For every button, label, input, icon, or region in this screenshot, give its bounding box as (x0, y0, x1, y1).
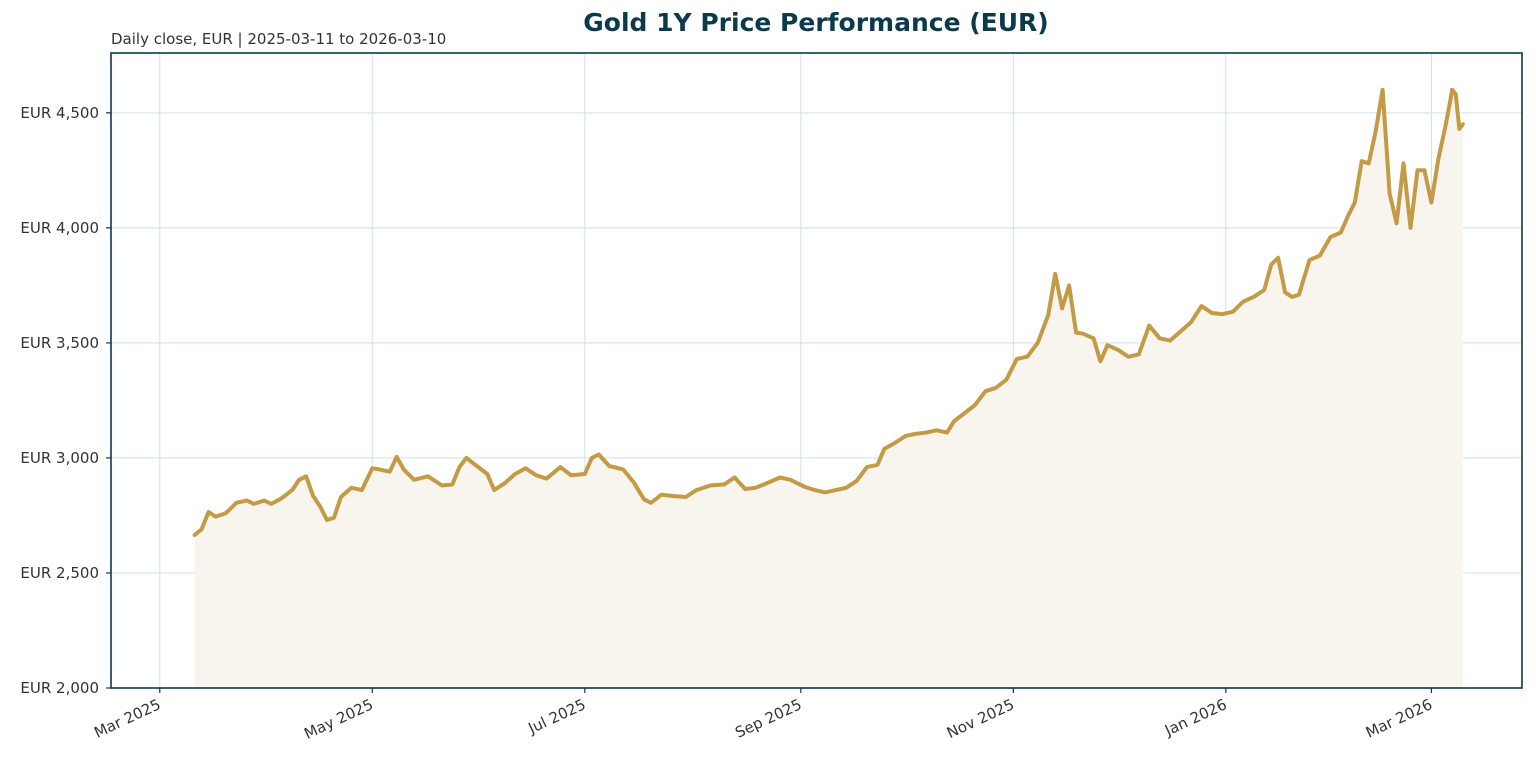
plot-frame (110, 52, 1523, 689)
price-area-fill (194, 89, 1463, 689)
y-tick-label: EUR 4,000 (20, 219, 99, 237)
chart-subtitle: Daily close, EUR | 2025-03-11 to 2026-03… (111, 30, 446, 48)
price-line (192, 87, 1465, 537)
y-tick-label: EUR 4,500 (20, 104, 99, 122)
price-line-layer (192, 87, 1465, 537)
y-tick-label: EUR 2,000 (20, 679, 99, 697)
chart-title: Gold 1Y Price Performance (EUR) (583, 8, 1048, 37)
y-tick-label: EUR 3,000 (20, 449, 99, 467)
y-tick-label: EUR 2,500 (20, 564, 99, 582)
y-tick-label: EUR 3,500 (20, 334, 99, 352)
area-fill-layer (194, 89, 1463, 689)
